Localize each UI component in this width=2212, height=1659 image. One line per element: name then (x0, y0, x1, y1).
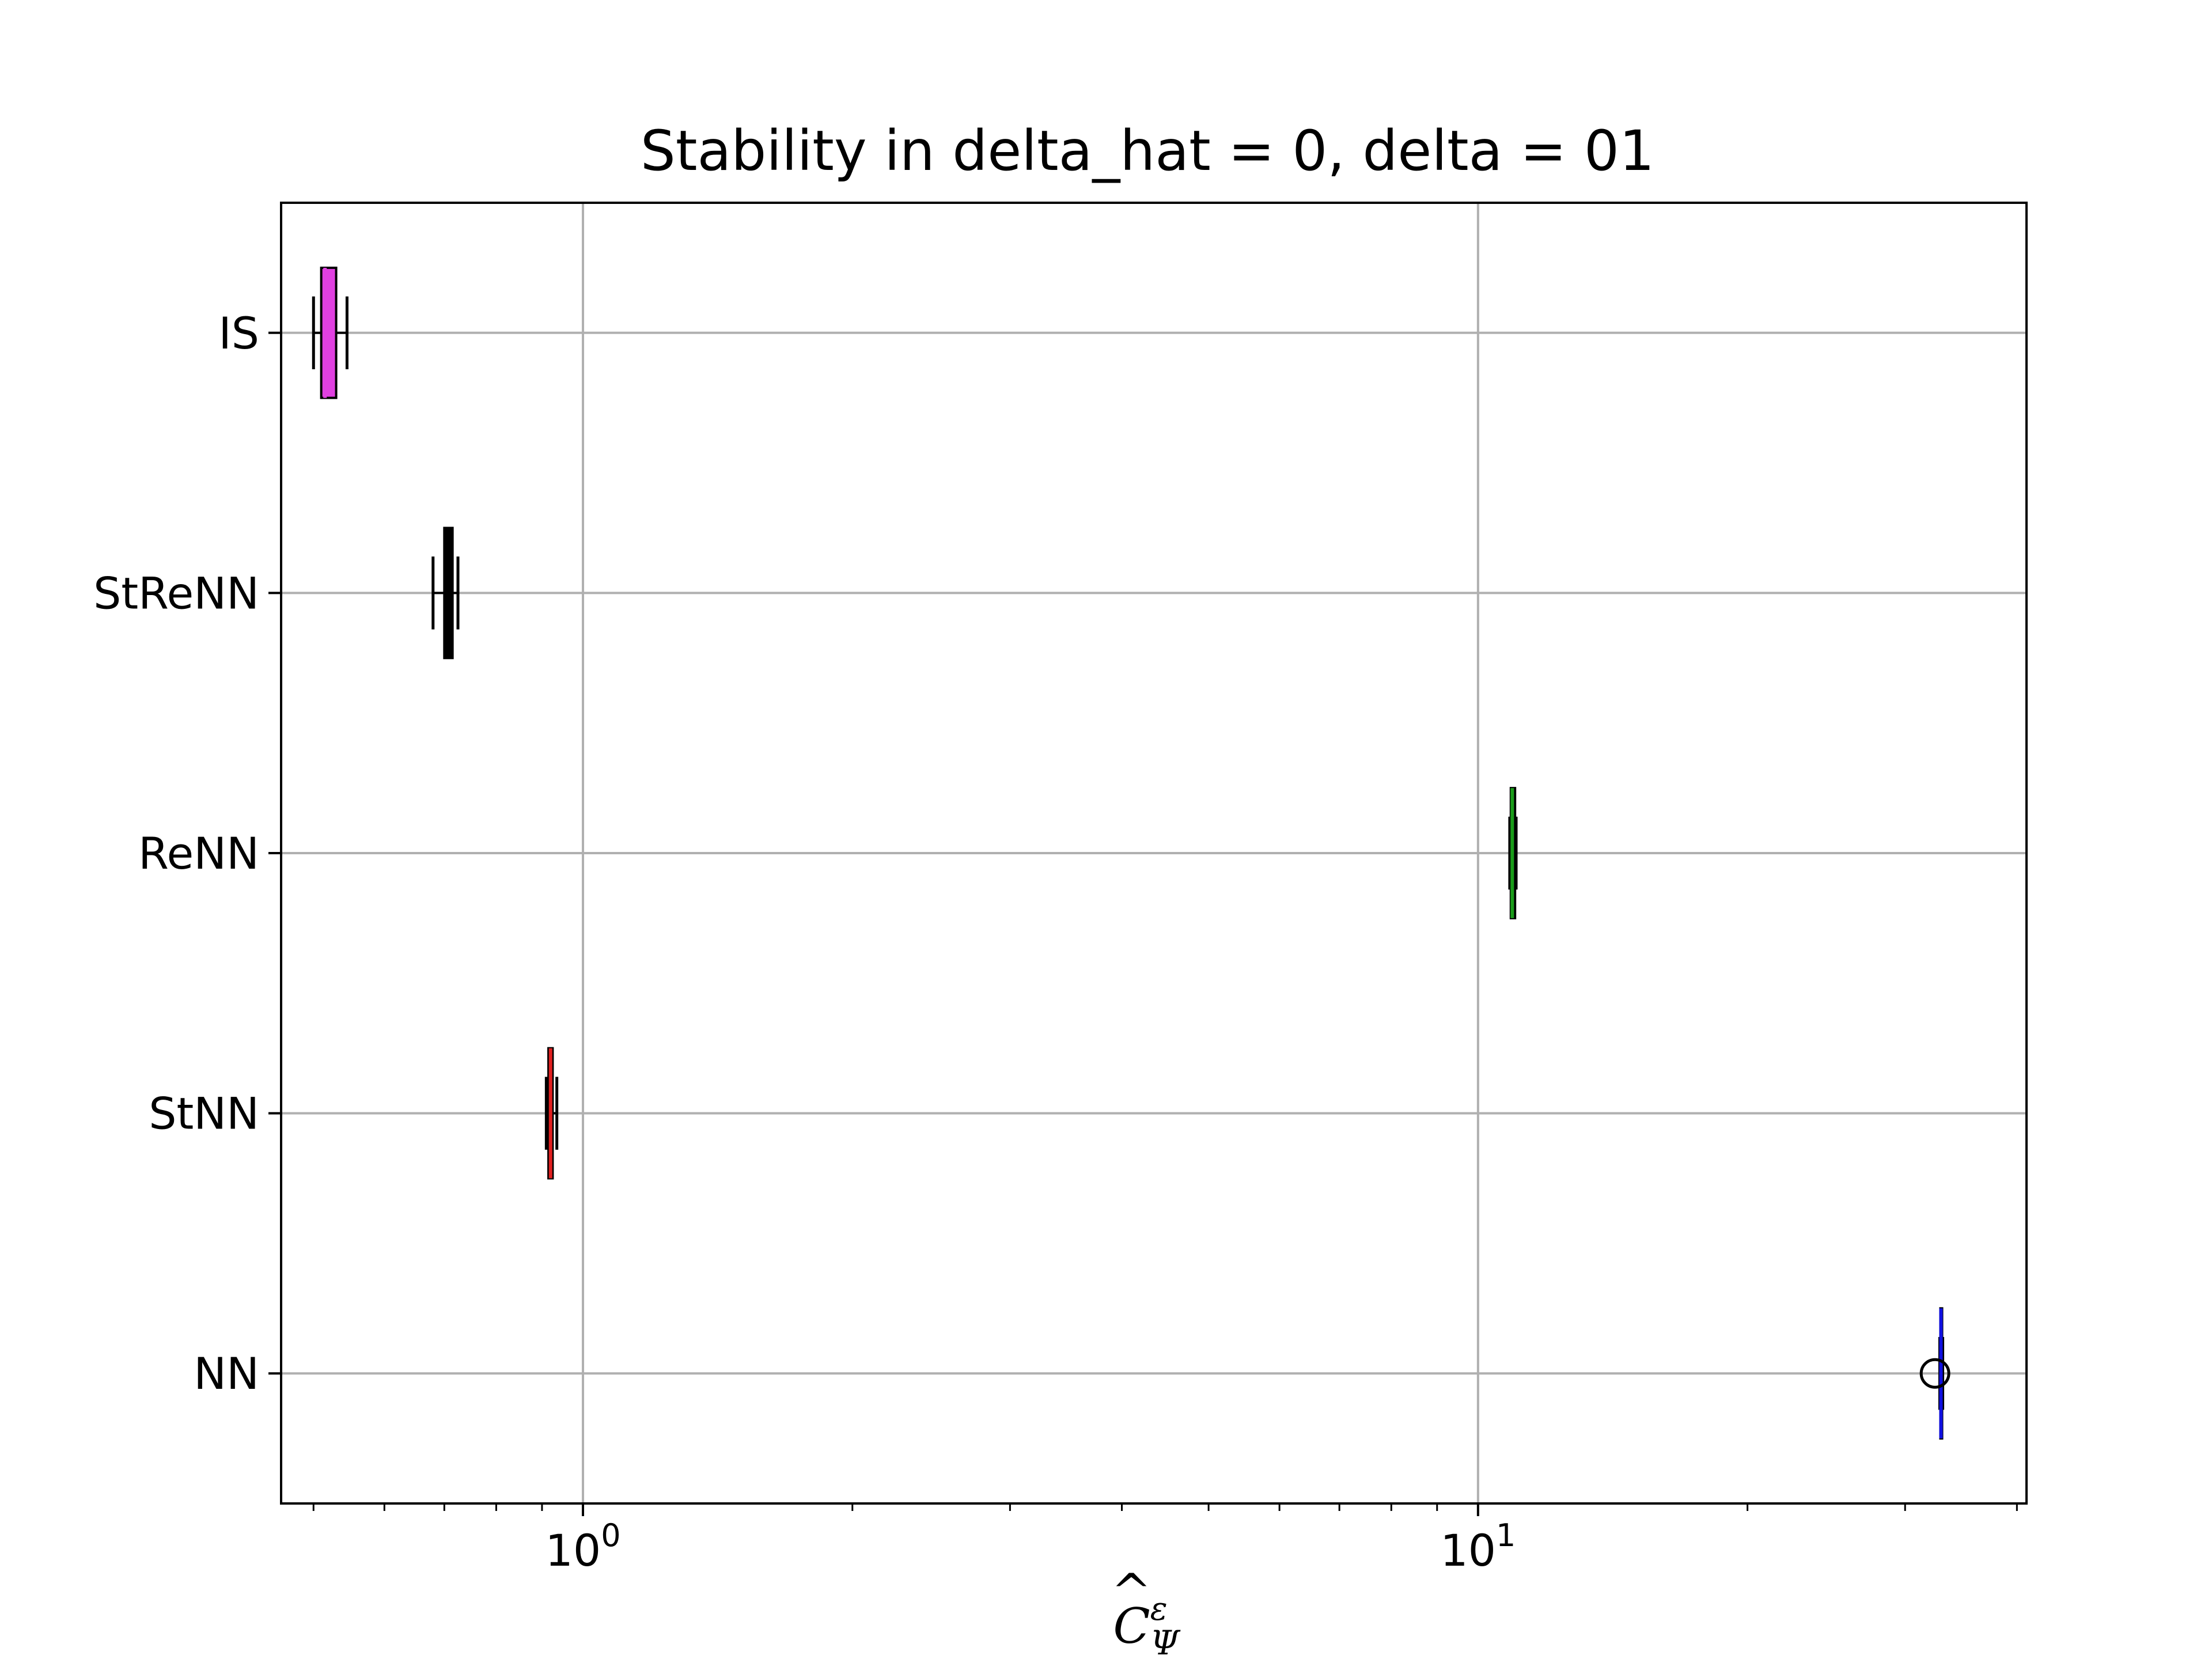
box-ReNN (1508, 787, 1518, 919)
y-tick-label-ReNN: ReNN (138, 828, 259, 879)
grid (281, 203, 2027, 1503)
x-tick-label-10: 101 (1440, 1517, 1516, 1576)
y-tick-label-NN: NN (194, 1348, 259, 1399)
box-IS (312, 266, 349, 399)
y-tick-label-StNN: StNN (149, 1088, 259, 1139)
box-StReNN (431, 527, 460, 660)
x-tick-label-1: 100 (545, 1517, 620, 1576)
x-axis-label: Cε Ψ (1113, 1590, 1180, 1659)
box-NN (1919, 1307, 1950, 1440)
y-tick-label-StReNN: StReNN (93, 567, 259, 619)
box-StNN (544, 1047, 559, 1180)
y-tick-label-IS: IS (218, 308, 259, 359)
chart-title: Stability in delta_hat = 0, delta = 01 (641, 119, 1654, 183)
outlier-NN-0 (1919, 1358, 1950, 1389)
boxes (312, 266, 1950, 1440)
x-axis-label-hat: ^ (1111, 1563, 1152, 1620)
ticks: IS StReNN ReNN StNN NN 100 101 (93, 308, 2018, 1576)
